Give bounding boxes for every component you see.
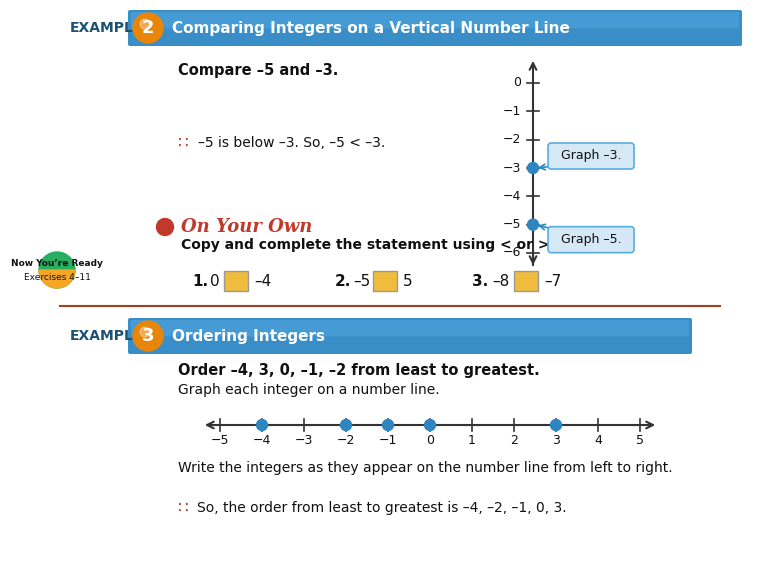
Text: –8: –8 (492, 273, 509, 288)
Text: 1.: 1. (192, 273, 208, 288)
Text: ∷: ∷ (178, 499, 189, 517)
Text: −2: −2 (337, 435, 356, 447)
Text: Now You’re Ready: Now You’re Ready (11, 260, 103, 268)
Circle shape (140, 19, 150, 29)
Text: ∷: ∷ (178, 134, 189, 152)
Circle shape (133, 13, 163, 43)
Text: −2: −2 (503, 133, 521, 146)
Text: Graph –5.: Graph –5. (561, 233, 622, 246)
Text: 3: 3 (142, 327, 154, 345)
Text: −5: −5 (503, 218, 521, 231)
Circle shape (340, 419, 352, 431)
FancyBboxPatch shape (548, 227, 634, 253)
Text: −3: −3 (295, 435, 313, 447)
Text: Graph each integer on a number line.: Graph each integer on a number line. (178, 383, 440, 397)
Circle shape (133, 321, 163, 351)
FancyBboxPatch shape (128, 10, 742, 46)
Text: Write the integers as they appear on the number line from left to right.: Write the integers as they appear on the… (178, 461, 672, 475)
Text: –5 is below –3. So, –5 < –3.: –5 is below –3. So, –5 < –3. (198, 136, 385, 150)
Circle shape (528, 219, 538, 230)
Text: −1: −1 (379, 435, 397, 447)
Text: Graph –3.: Graph –3. (561, 149, 622, 162)
Text: 4: 4 (594, 435, 602, 447)
Circle shape (550, 419, 562, 431)
Text: 1: 1 (468, 435, 476, 447)
Wedge shape (39, 270, 75, 288)
Text: 2.: 2. (335, 273, 352, 288)
Text: Exercises 4–11: Exercises 4–11 (23, 272, 90, 281)
Text: 2: 2 (510, 435, 518, 447)
Text: On Your Own: On Your Own (181, 218, 312, 236)
Text: Copy and complete the statement using < or >.: Copy and complete the statement using < … (181, 238, 555, 252)
Text: Compare –5 and –3.: Compare –5 and –3. (178, 63, 338, 78)
Circle shape (528, 162, 538, 173)
FancyBboxPatch shape (128, 318, 692, 354)
Text: Comparing Integers on a Vertical Number Line: Comparing Integers on a Vertical Number … (172, 21, 570, 35)
Text: −4: −4 (253, 435, 271, 447)
FancyBboxPatch shape (514, 271, 538, 291)
Text: −6: −6 (503, 247, 521, 260)
Text: –5: –5 (353, 273, 370, 288)
Text: Order –4, 3, 0, –1, –2 from least to greatest.: Order –4, 3, 0, –1, –2 from least to gre… (178, 363, 540, 378)
Text: 0: 0 (426, 435, 434, 447)
Text: So, the order from least to greatest is –4, –2, –1, 0, 3.: So, the order from least to greatest is … (197, 501, 567, 515)
FancyBboxPatch shape (373, 271, 397, 291)
FancyBboxPatch shape (131, 320, 689, 336)
Circle shape (424, 419, 436, 431)
FancyBboxPatch shape (131, 12, 739, 29)
Text: Ordering Integers: Ordering Integers (172, 328, 325, 344)
Circle shape (39, 252, 75, 288)
Circle shape (140, 327, 150, 337)
Circle shape (156, 219, 174, 236)
Text: 3.: 3. (472, 273, 488, 288)
Text: EXAMPLE: EXAMPLE (70, 329, 143, 343)
Circle shape (256, 419, 268, 431)
Text: 5: 5 (403, 273, 412, 288)
Text: −5: −5 (211, 435, 229, 447)
Text: 2: 2 (142, 19, 154, 37)
Text: –7: –7 (544, 273, 561, 288)
FancyBboxPatch shape (548, 143, 634, 169)
Text: −3: −3 (503, 161, 521, 174)
Text: –4: –4 (254, 273, 271, 288)
Text: 3: 3 (552, 435, 560, 447)
Text: 0: 0 (210, 273, 220, 288)
Text: 5: 5 (636, 435, 644, 447)
Text: −4: −4 (503, 190, 521, 203)
Text: EXAMPLE: EXAMPLE (70, 21, 143, 35)
Text: −1: −1 (503, 105, 521, 118)
Text: 0: 0 (513, 77, 521, 89)
Circle shape (383, 419, 393, 431)
FancyBboxPatch shape (224, 271, 248, 291)
